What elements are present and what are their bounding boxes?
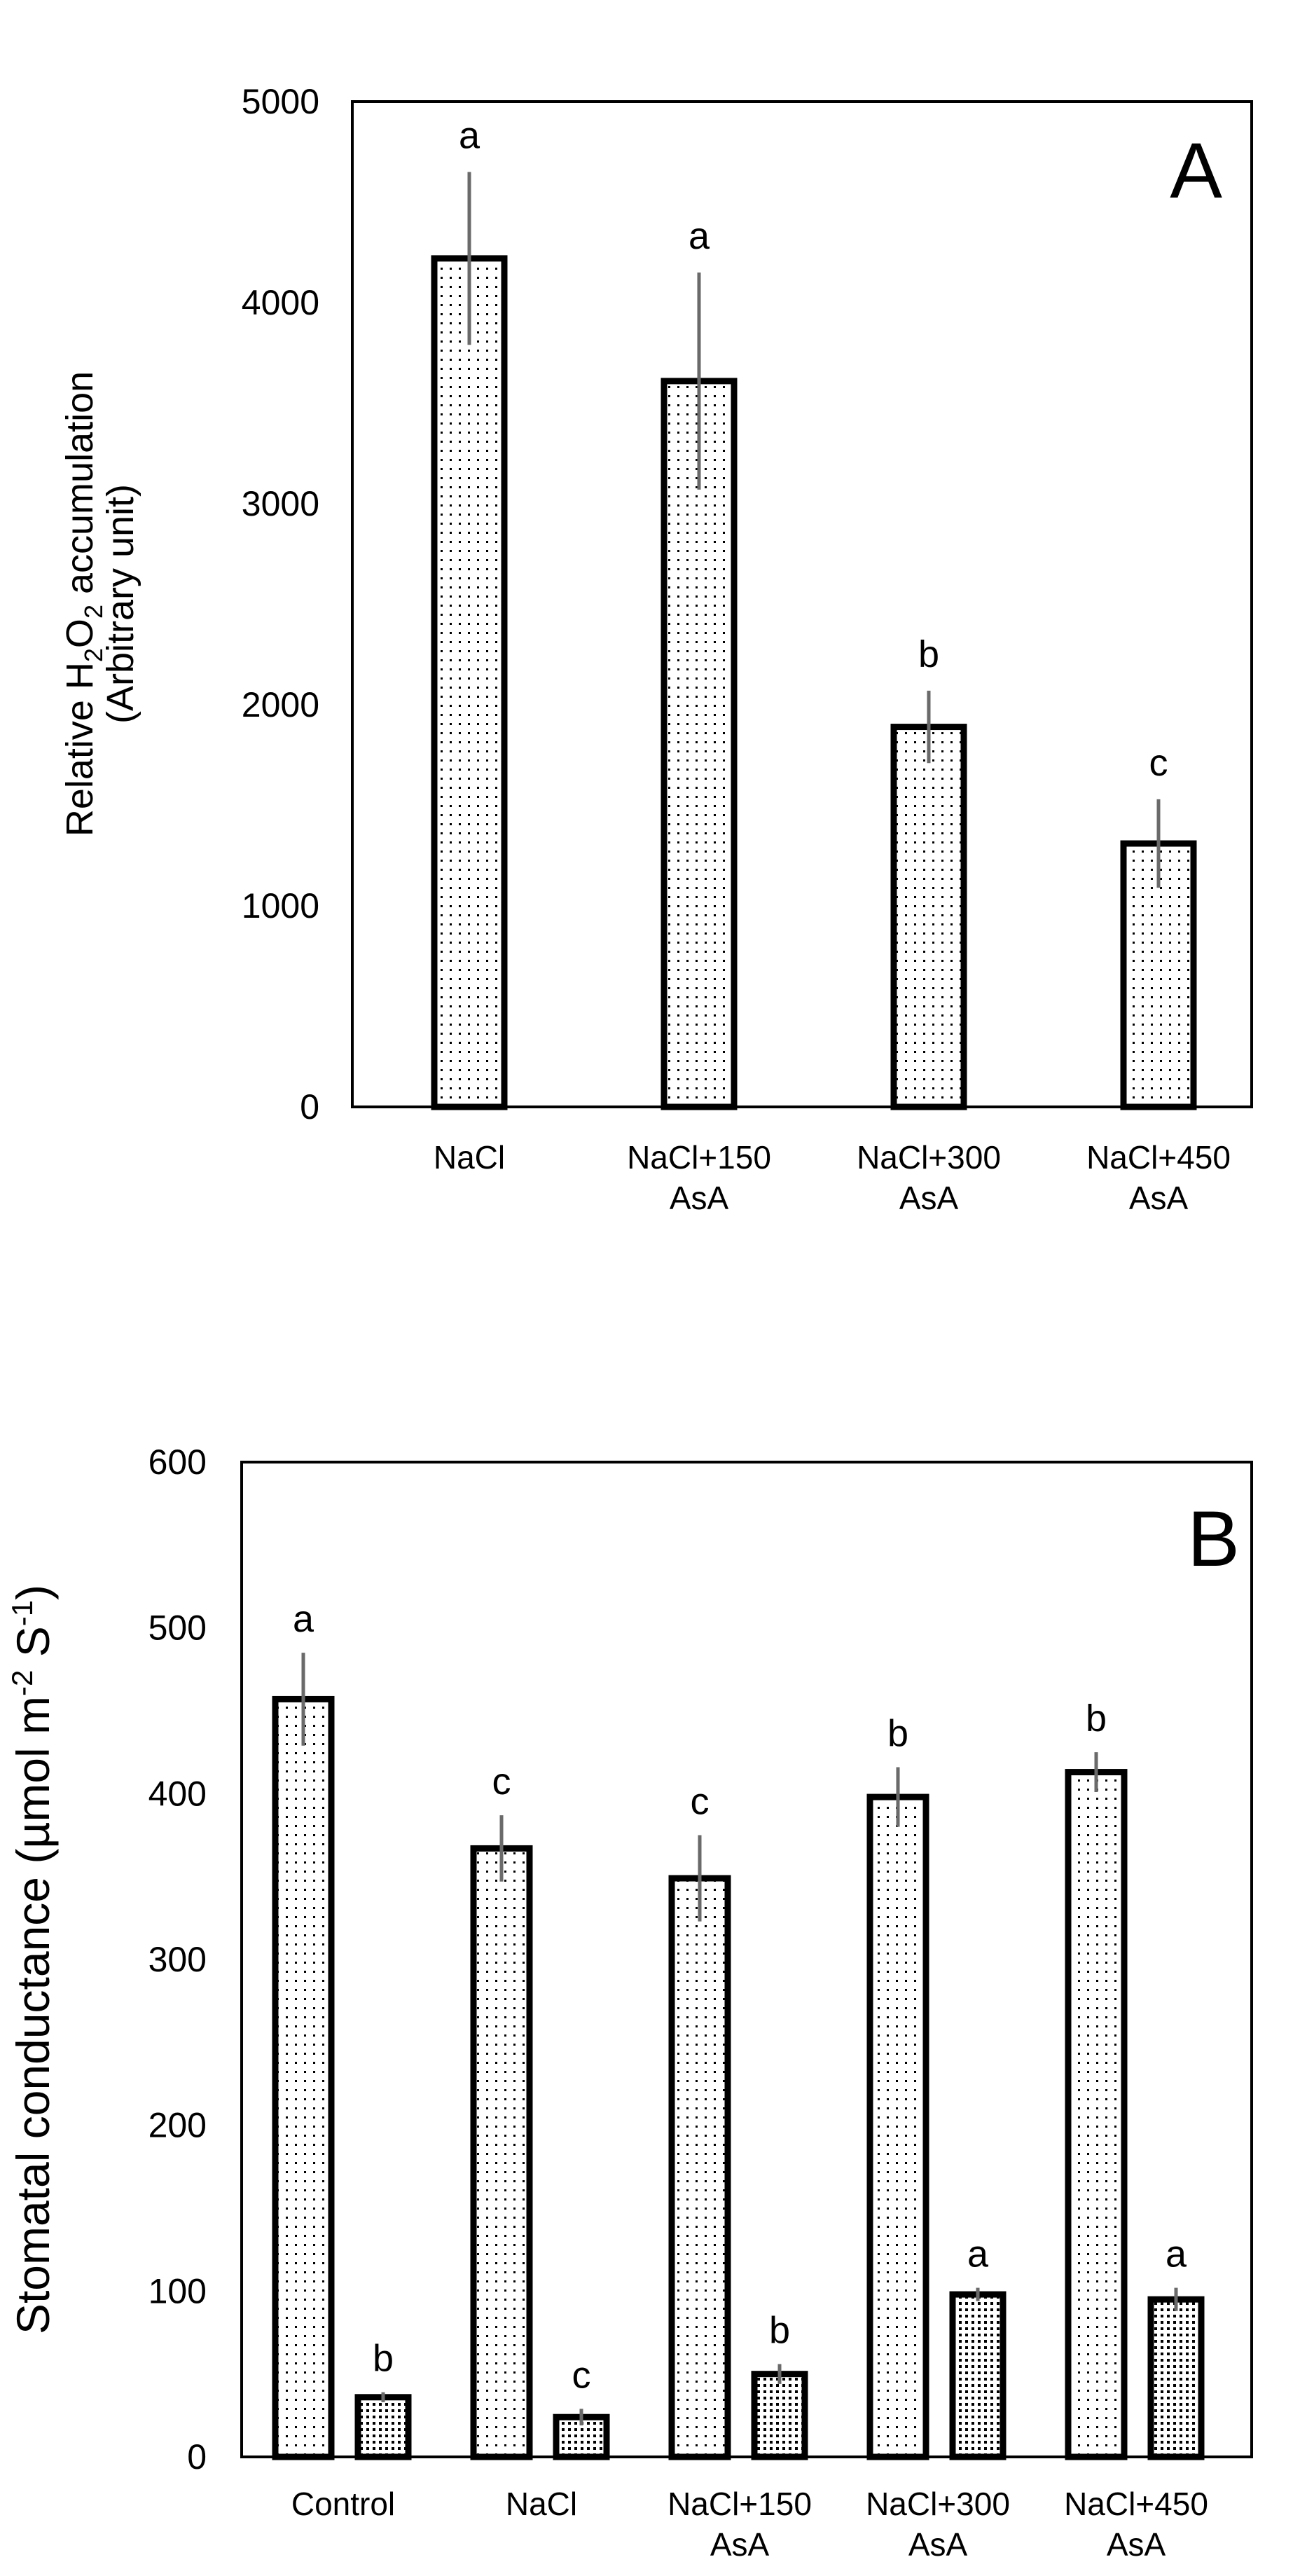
y-axis-label: Relative H2O2 accumulation: [59, 371, 108, 836]
bar: [470, 1845, 533, 2460]
bar: [431, 255, 508, 1110]
bar: [354, 2394, 412, 2460]
significance-label: b: [918, 633, 939, 675]
y-axis-label-part: Relative H: [59, 662, 101, 836]
significance-label: a: [1166, 2233, 1187, 2275]
x-tick-label-line: NaCl+450: [1086, 1139, 1231, 1176]
bar: [661, 378, 738, 1110]
y-axis-label-part: accumulation: [59, 371, 101, 605]
y-tick-label: 2000: [242, 685, 319, 724]
y-tick-label: 400: [148, 1774, 207, 1813]
panel-label: A: [1170, 127, 1222, 214]
y-axis-label-part: ): [7, 1585, 59, 1600]
significance-label: a: [689, 215, 710, 257]
bar: [1147, 2296, 1205, 2460]
y-axis-label-script: -1: [6, 1600, 39, 1626]
bar: [668, 1875, 731, 2460]
y-tick-label: 200: [148, 2106, 207, 2145]
significance-label: b: [373, 2338, 394, 2380]
x-tick-label: NaCl+150 AsA: [627, 1139, 771, 1216]
x-tick-label-line: NaCl+450: [1064, 2486, 1208, 2522]
x-tick-label: NaCl+150 AsA: [668, 2486, 812, 2563]
significance-label: c: [492, 1761, 511, 1803]
significance-label: b: [887, 1712, 908, 1754]
bar: [751, 2371, 808, 2460]
significance-label: b: [1086, 1697, 1107, 1740]
x-tick-label-line: NaCl+150: [668, 2486, 812, 2522]
chart-panel-b: 0 100 200 300 400 500 600 B Stomatal conductance…: [6, 1442, 1253, 2563]
x-tick-label-line: NaCl: [434, 1139, 505, 1176]
bar: [866, 1793, 929, 2460]
x-tick-label-line: AsA: [1129, 1180, 1189, 1216]
significance-label: c: [1149, 742, 1168, 784]
significance-label: a: [293, 1598, 314, 1640]
x-tick-label-line: NaCl+300: [866, 2486, 1010, 2522]
y-axis-label-part: O: [59, 619, 101, 648]
y-tick-label: 3000: [242, 484, 319, 523]
panel-label: B: [1187, 1495, 1240, 1583]
x-tick-label: NaCl: [506, 2486, 577, 2522]
x-tick-label-line: AsA: [710, 2526, 770, 2563]
x-tick-label: NaCl+300 AsA: [866, 2486, 1010, 2563]
x-tick-label-line: NaCl+300: [857, 1139, 1001, 1176]
significance-label: c: [691, 1781, 710, 1823]
significance-label: b: [769, 2309, 790, 2351]
bar: [890, 724, 967, 1110]
y-tick-label: 1000: [242, 886, 319, 925]
x-tick-label-line: Control: [291, 2486, 395, 2522]
y-tick-label: 300: [148, 1940, 207, 1979]
y-tick-label: 600: [148, 1442, 207, 1482]
x-tick-label-line: AsA: [908, 2526, 968, 2563]
plot-frame: [351, 100, 1253, 1108]
y-axis-label-part: S: [7, 1626, 59, 1669]
y-tick-label: 0: [187, 2437, 207, 2477]
bar: [272, 1695, 335, 2460]
x-tick-label-line: NaCl: [506, 2486, 577, 2522]
x-tick-label: NaCl+450 AsA: [1064, 2486, 1208, 2563]
significance-label: a: [459, 114, 480, 156]
y-axis-label-script: -2: [6, 1670, 39, 1696]
x-tick-label-line: NaCl+150: [627, 1139, 771, 1176]
y-axis-label-part: Stomatal conductance (µmol m: [7, 1696, 59, 2334]
y-axis-label-script: 2: [79, 648, 108, 662]
x-tick-label: NaCl: [434, 1139, 505, 1176]
plot-frame: [240, 1461, 1253, 2458]
x-tick-label-line: AsA: [670, 1180, 729, 1216]
y-tick-label: 4000: [242, 283, 319, 322]
significance-label: c: [572, 2354, 591, 2396]
bar: [1065, 1769, 1128, 2460]
y-axis-label-script: 2: [79, 605, 108, 619]
x-tick-label-line: AsA: [899, 1180, 959, 1216]
y-tick-label: 5000: [242, 82, 319, 121]
y-axis-label-line2: (Arbitrary unit): [99, 484, 141, 724]
y-tick-label: 0: [300, 1087, 319, 1127]
y-axis-label: Stomatal conductance (µmol m-2 S-1): [6, 1585, 59, 2334]
y-tick-label: 100: [148, 2271, 207, 2310]
significance-label: a: [967, 2233, 989, 2275]
x-tick-label: NaCl+450 AsA: [1086, 1139, 1231, 1216]
x-tick-label-line: AsA: [1107, 2526, 1166, 2563]
x-tick-label: Control: [291, 2486, 395, 2522]
y-tick-label: 500: [148, 1609, 207, 1648]
bar: [949, 2291, 1007, 2460]
x-tick-label: NaCl+300 AsA: [857, 1139, 1001, 1216]
